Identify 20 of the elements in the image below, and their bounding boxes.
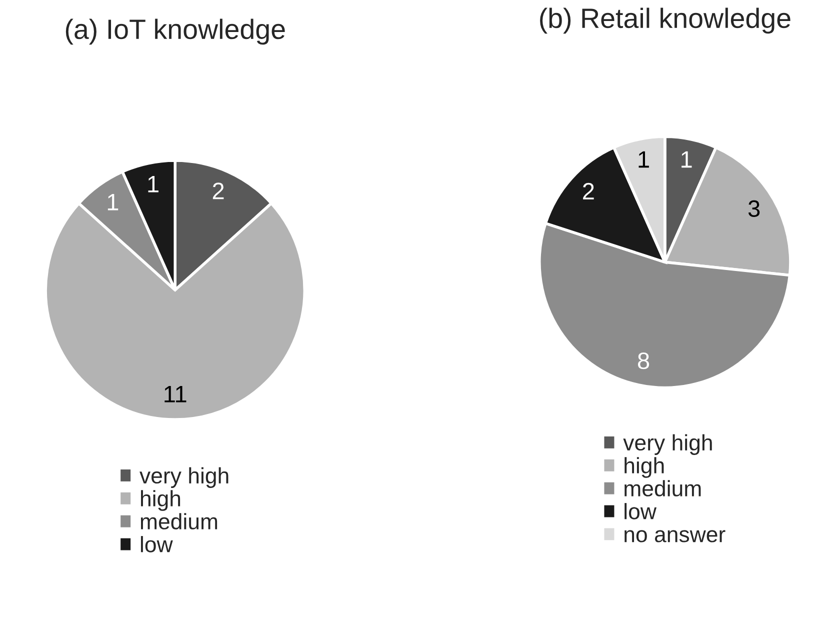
chart-title: (a) IoT knowledge [66,18,285,45]
legend-label: low [140,536,173,552]
legend-label: low [624,503,657,520]
data-label: 11 [164,386,186,402]
data-label: 3 [748,200,760,218]
legend-label: medium [624,480,701,496]
data-label: 1 [148,176,158,192]
legend-label: medium [140,513,218,530]
data-label: 8 [638,352,650,370]
legend-label: very high [623,434,712,455]
data-label: 2 [583,182,594,200]
chart-title: (b) Retail knowledge [540,8,790,34]
data-label: 1 [108,194,118,210]
data-label: 2 [212,182,224,200]
legend-label: very high [140,467,228,488]
data-label: 1 [638,151,649,168]
legend-label: no answer [624,530,726,542]
data-label: 1 [682,151,692,168]
legend-label: high [624,457,664,478]
legend-label: high [141,490,180,511]
